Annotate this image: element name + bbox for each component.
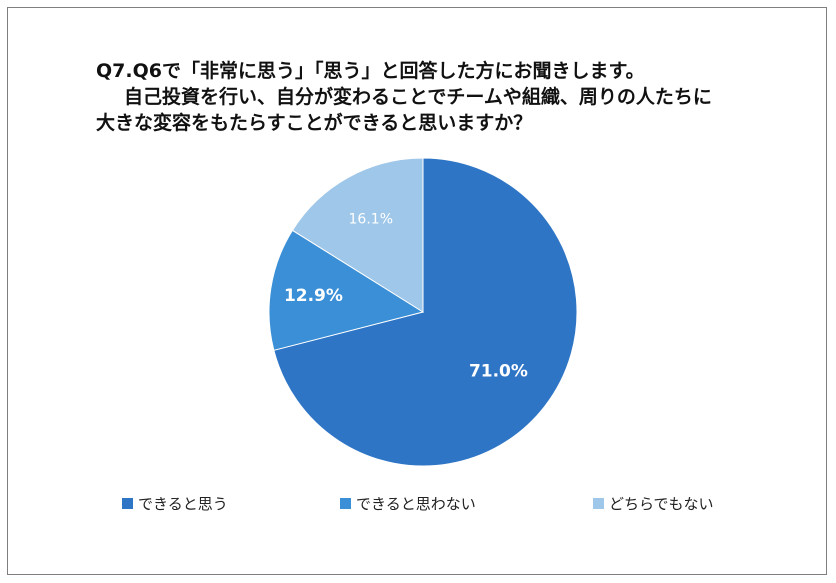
- pie-slice-3: [291, 157, 424, 313]
- title-line-2: 自己投資を行い、自分が変わることでチームや組織、周りの人たちに: [124, 86, 712, 108]
- legend-swatch-3: [593, 498, 604, 509]
- legend-label-2: できると思わない: [356, 495, 476, 513]
- chart-legend: できると思う できると思わない どちらでもない: [0, 493, 836, 515]
- pie-slice-2: [268, 229, 425, 351]
- legend-item-3: どちらでもない: [593, 493, 714, 514]
- legend-label-3: どちらでもない: [609, 495, 714, 513]
- title-line-3: 大きな変容をもたらすことができると思いますか？: [96, 112, 533, 134]
- title-line-1: Q7.Q6で「非常に思う」「思う」と回答した方にお聞きします。: [96, 60, 645, 82]
- legend-swatch-1: [122, 498, 133, 509]
- data-label-1: 71.0%: [469, 362, 528, 382]
- chart-title: Q7.Q6で「非常に思う」「思う」と回答した方にお聞きします。 自己投資を行い、…: [0, 58, 836, 136]
- legend-swatch-2: [340, 498, 351, 509]
- legend-item-1: できると思う: [122, 493, 228, 514]
- data-label-2: 12.9%: [284, 286, 343, 306]
- legend-item-2: できると思わない: [340, 493, 476, 514]
- data-label-3: 16.1%: [349, 212, 393, 228]
- pie-slice-1: [273, 157, 578, 467]
- legend-label-1: できると思う: [138, 495, 228, 513]
